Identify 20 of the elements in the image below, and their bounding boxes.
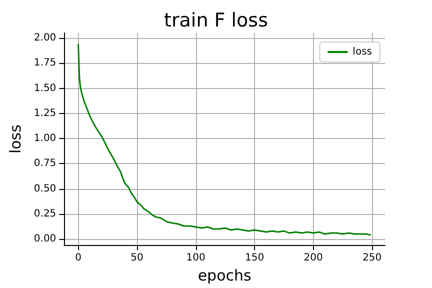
x-tick-label: 200	[304, 252, 323, 264]
x-tick-label: 0	[75, 252, 82, 264]
x-tick-label: 150	[245, 252, 264, 264]
y-axis-title: loss	[6, 124, 24, 154]
y-tick-label: 0.50	[34, 183, 56, 194]
y-tick-label: 0.00	[34, 234, 56, 245]
x-tick-label: 250	[362, 252, 382, 264]
y-tick-label: 1.50	[34, 82, 56, 94]
y-tick-label: 1.00	[34, 133, 56, 144]
x-tick-label: 50	[130, 252, 144, 264]
x-tick-label: 100	[186, 252, 206, 264]
x-axis-title: epochs	[198, 266, 252, 284]
y-tick-label: 0.25	[34, 208, 56, 220]
y-tick-label: 1.75	[34, 58, 56, 69]
line-series	[78, 43, 372, 236]
y-tick-label: 0.75	[34, 158, 56, 170]
legend-label: loss	[352, 46, 372, 58]
y-tick-label: 1.25	[34, 108, 56, 119]
y-tick-label: 2.00	[34, 32, 56, 44]
chart-title: train F loss	[164, 10, 268, 32]
